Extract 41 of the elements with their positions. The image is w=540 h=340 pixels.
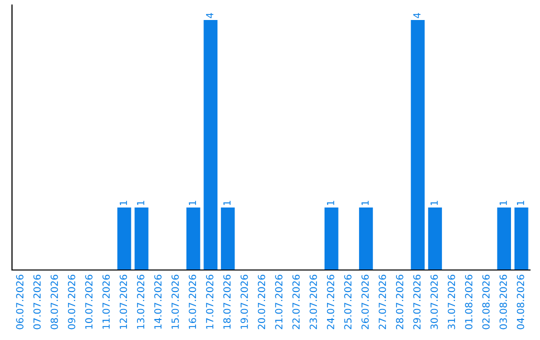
x-tick-label: 09.07.2026 <box>68 274 76 330</box>
data-label: 1 <box>120 200 127 206</box>
x-tick-label: 31.07.2026 <box>448 274 456 330</box>
data-label: 1 <box>516 200 524 206</box>
data-label: 1 <box>188 200 196 206</box>
data-label: 1 <box>137 200 144 206</box>
x-tick-label: 26.07.2026 <box>361 274 369 330</box>
x-tick-label: 28.07.2026 <box>396 274 404 330</box>
data-label: 1 <box>362 200 369 206</box>
x-tick-label: 25.07.2026 <box>344 274 352 330</box>
x-tick-label: 15.07.2026 <box>172 274 179 329</box>
data-label: 4 <box>206 12 214 18</box>
x-tick-label: 07.07.2026 <box>33 274 41 330</box>
x-tick-label: 03.08.2026 <box>500 274 507 330</box>
x-tick-label: 24.07.2026 <box>326 274 334 330</box>
x-tick-label: 23.07.2026 <box>310 274 317 330</box>
x-tick-label: 06.07.2026 <box>16 274 24 330</box>
x-tick-label: 21.07.2026 <box>275 274 282 330</box>
x-tick-label: 02.08.2026 <box>482 274 490 330</box>
x-tick-label: 01.08.2026 <box>465 274 472 330</box>
x-tick-label: 04.08.2026 <box>516 274 524 330</box>
x-tick-label: 17.07.2026 <box>206 274 214 329</box>
x-tick-label: 10.07.2026 <box>85 274 93 329</box>
x-tick-label: 16.07.2026 <box>188 274 196 329</box>
x-tick-label: 13.07.2026 <box>136 274 144 329</box>
x-tick-label: 12.07.2026 <box>120 274 128 329</box>
x-tick-label: 29.07.2026 <box>413 274 421 330</box>
data-label: 4 <box>413 12 420 18</box>
x-tick-label: 27.07.2026 <box>378 274 386 330</box>
x-tick-label: 18.07.2026 <box>223 274 231 329</box>
data-label: 1 <box>223 200 231 206</box>
x-tick-label: 22.07.2026 <box>292 274 300 330</box>
x-tick-label: 14.07.2026 <box>154 274 162 329</box>
data-label: 1 <box>430 200 438 206</box>
x-tick-label: 20.07.2026 <box>258 274 266 330</box>
data-label: 1 <box>500 200 507 206</box>
x-tick-label: 30.07.2026 <box>430 274 438 330</box>
x-tick-label: 19.07.2026 <box>240 274 248 329</box>
x-tick-label: 08.07.2026 <box>50 274 58 330</box>
x-tick-label: 11.07.2026 <box>102 274 110 329</box>
data-label: 1 <box>327 200 334 206</box>
